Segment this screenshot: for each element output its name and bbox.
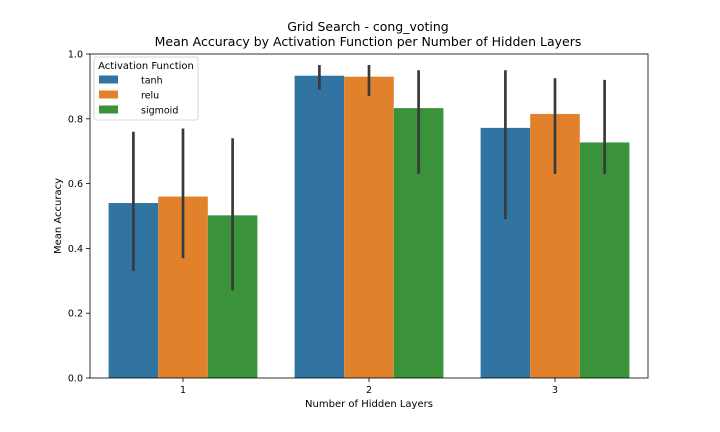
y-tick-label: 0.6 [68,179,83,190]
x-axis: 1 2 3 [180,378,558,396]
legend-box [93,56,199,121]
error-bars-group [132,65,606,291]
y-tick-label: 0.2 [68,309,83,320]
x-tick-label: 2 [366,385,372,396]
x-tick-label: 1 [180,385,186,396]
x-axis-label: Number of Hidden Layers [305,399,433,410]
chart-title: Grid Search - cong_voting [287,19,449,34]
bars-group [108,75,630,379]
y-tick-label: 1.0 [68,50,83,61]
y-tick-label: 0.4 [68,244,83,255]
bar-sigmoid-3 [579,142,630,378]
legend-label-relu: relu [141,91,159,102]
y-axis: 0.0 0.2 0.4 0.6 0.8 1.0 [68,50,90,385]
legend-items: tanh relu sigmoid [99,75,178,117]
legend: Activation Function tanh relu sigmoid [93,56,199,121]
y-tick-label: 0.0 [68,374,83,385]
bar-relu-2 [344,76,394,379]
legend-title: Activation Function [98,61,194,72]
legend-swatch-tanh [99,75,118,84]
bar-tanh-2 [294,75,345,378]
chart-subtitle: Mean Accuracy by Activation Function per… [155,34,582,49]
legend-swatch-sigmoid [99,105,118,114]
legend-swatch-relu [99,90,118,99]
x-tick-label: 3 [552,385,558,396]
legend-label-sigmoid: sigmoid [141,106,178,117]
y-axis-label: Mean Accuracy [53,178,64,254]
y-tick-label: 0.8 [68,114,83,125]
legend-label-tanh: tanh [141,76,163,87]
